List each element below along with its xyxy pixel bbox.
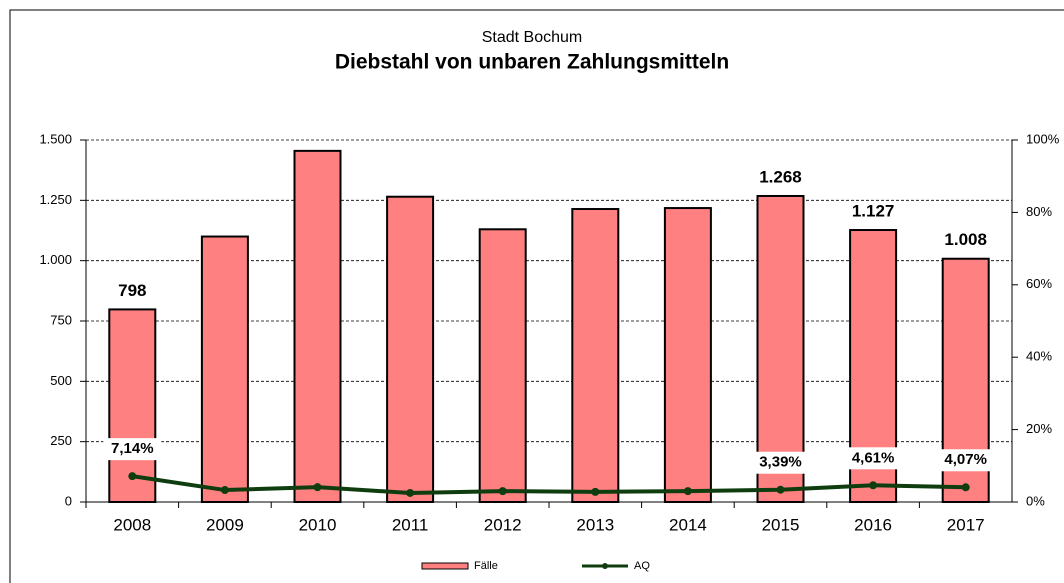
bar	[386, 195, 435, 503]
bar-value-label: 1.127	[852, 202, 895, 221]
label-box	[936, 449, 995, 472]
bar	[571, 208, 620, 503]
line-marker	[220, 486, 229, 495]
chart-title: Diebstahl von unbaren Zahlungsmitteln	[335, 51, 729, 74]
bar	[756, 194, 805, 504]
legend-swatch	[421, 562, 469, 570]
chart-subtitle: Stadt Bochum	[482, 29, 583, 46]
line-value-label: 7,14%	[111, 440, 154, 457]
line-marker	[869, 481, 878, 490]
y2-tick-label: 100%	[1026, 131, 1060, 146]
bar	[293, 149, 342, 504]
line-value-label: 4,61%	[852, 449, 895, 466]
x-tick-label: 2009	[206, 515, 244, 534]
line-marker	[313, 483, 322, 492]
chart-frame	[9, 9, 1064, 583]
label-box	[844, 447, 903, 470]
line-marker	[128, 472, 137, 481]
y-tick-label: 250	[50, 433, 72, 448]
y2-tick-label: 0%	[1026, 493, 1045, 508]
y2-tick-label: 80%	[1026, 204, 1052, 219]
x-tick-label: 2016	[854, 515, 892, 534]
bar-value-label: 798	[118, 281, 146, 300]
bar	[108, 308, 157, 503]
x-tick-label: 2012	[484, 515, 522, 534]
line-marker	[776, 485, 785, 494]
y2-tick-label: 20%	[1026, 421, 1052, 436]
y-tick-label: 1.000	[39, 252, 72, 267]
line-marker	[683, 487, 692, 496]
y-tick-label: 1.500	[39, 131, 72, 146]
legend-marker	[602, 563, 608, 569]
line-value-label: 4,07%	[944, 451, 987, 468]
line	[132, 474, 966, 495]
bar	[200, 235, 249, 504]
bar	[663, 207, 712, 503]
x-tick-label: 2015	[762, 515, 800, 534]
x-tick-label: 2008	[113, 515, 151, 534]
bar-value-label: 1.008	[944, 230, 987, 249]
legend-label: AQ	[634, 560, 650, 572]
legend-label: Fälle	[474, 560, 498, 572]
line-marker	[961, 483, 970, 492]
x-tick-label: 2013	[576, 515, 614, 534]
line-marker	[498, 487, 507, 496]
y-tick-label: 500	[50, 373, 72, 388]
line-marker	[406, 488, 415, 497]
label-box	[103, 438, 162, 461]
bar	[478, 228, 527, 503]
line-marker	[591, 487, 600, 496]
bar-value-label: 1.268	[759, 167, 802, 186]
x-tick-label: 2011	[392, 515, 429, 534]
y-tick-label: 0	[65, 493, 72, 508]
x-tick-label: 2017	[947, 515, 985, 534]
y-tick-label: 750	[50, 312, 72, 327]
label-box	[751, 451, 810, 474]
y-tick-label: 1.250	[39, 192, 72, 207]
x-tick-label: 2010	[299, 515, 337, 534]
y2-tick-label: 60%	[1026, 276, 1052, 291]
y2-tick-label: 40%	[1026, 349, 1052, 364]
line-value-label: 3,39%	[759, 454, 802, 471]
x-tick-label: 2014	[669, 515, 707, 534]
